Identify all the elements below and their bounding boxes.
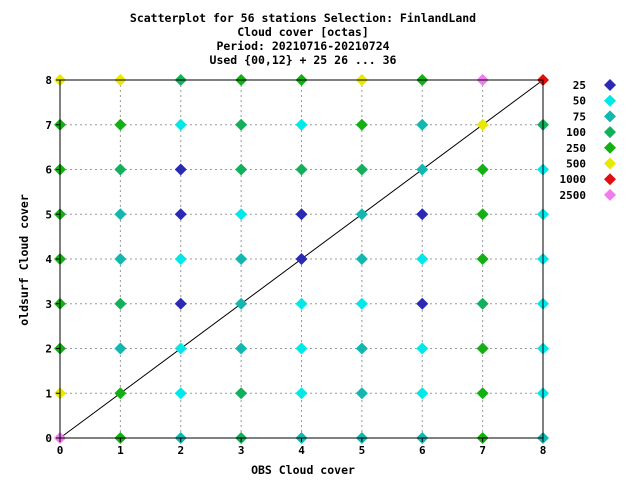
- data-point: [355, 118, 368, 131]
- y-axis-ticks: 0 1 2 3 4 5 6 7 8: [45, 74, 60, 445]
- y-tick-label: 1: [45, 387, 52, 400]
- legend-label: 2500: [560, 189, 587, 202]
- data-point: [355, 163, 368, 176]
- data-point: [174, 253, 187, 265]
- data-point: [476, 297, 489, 310]
- title-line-1: Scatterplot for 56 stations Selection: F…: [130, 11, 476, 25]
- data-point: [355, 208, 368, 221]
- title-line-2: Cloud cover [octas]: [237, 25, 369, 39]
- data-point: [476, 342, 489, 355]
- y-tick-label: 2: [45, 343, 52, 356]
- y-axis-label: oldsurf Cloud cover: [17, 194, 31, 326]
- data-point: [476, 118, 489, 131]
- data-point: [416, 208, 429, 221]
- data-point: [235, 118, 248, 131]
- data-point: [114, 163, 127, 176]
- x-tick-label: 2: [177, 444, 184, 457]
- data-point: [295, 208, 308, 221]
- data-point: [295, 163, 308, 176]
- legend-label: 75: [573, 110, 586, 123]
- legend-marker: [604, 94, 616, 107]
- x-tick-label: 7: [479, 444, 486, 457]
- x-axis-ticks: 0 1 2 3 4 5 6 7 8: [57, 438, 547, 457]
- data-point: [355, 387, 368, 400]
- y-tick-label: 0: [45, 432, 52, 445]
- x-tick-label: 0: [57, 444, 64, 457]
- y-tick-label: 7: [45, 119, 52, 132]
- data-point: [174, 208, 187, 221]
- data-point: [295, 342, 308, 355]
- data-point: [416, 253, 429, 265]
- data-point: [174, 163, 187, 176]
- data-point: [476, 208, 489, 221]
- x-tick-label: 1: [117, 444, 124, 457]
- data-point: [235, 297, 248, 310]
- x-axis-label: OBS Cloud cover: [251, 463, 355, 477]
- data-point: [114, 118, 127, 131]
- data-point: [114, 253, 127, 265]
- data-point: [295, 118, 308, 131]
- legend-marker: [604, 157, 616, 170]
- title-line-4: Used {00,12} + 25 26 ... 36: [210, 53, 397, 67]
- data-point: [355, 253, 368, 265]
- y-tick-label: 6: [45, 164, 52, 177]
- data-point: [476, 387, 489, 400]
- data-point: [235, 387, 248, 400]
- x-tick-label: 4: [298, 444, 305, 457]
- data-point: [174, 118, 187, 131]
- data-point: [476, 163, 489, 176]
- x-tick-label: 3: [238, 444, 245, 457]
- data-point: [295, 297, 308, 310]
- data-point: [114, 297, 127, 310]
- legend-marker: [604, 126, 616, 139]
- title-line-3: Period: 20210716-20210724: [216, 39, 389, 53]
- y-tick-label: 3: [45, 298, 52, 311]
- legend-label: 50: [573, 95, 586, 108]
- data-point: [235, 163, 248, 176]
- data-point: [476, 253, 489, 265]
- y-tick-label: 4: [45, 253, 52, 266]
- legend-marker: [604, 188, 616, 201]
- data-point: [416, 297, 429, 310]
- x-tick-label: 8: [540, 444, 547, 457]
- legend-marker: [604, 110, 616, 123]
- x-tick-label: 5: [359, 444, 366, 457]
- data-point: [235, 253, 248, 265]
- data-point: [174, 342, 187, 355]
- legend-label: 250: [566, 142, 586, 155]
- legend-marker: [604, 79, 616, 91]
- legend-label: 100: [566, 126, 586, 139]
- chart-title: Scatterplot for 56 stations Selection: F…: [130, 11, 476, 67]
- data-point: [295, 253, 308, 265]
- y-tick-label: 8: [45, 74, 52, 87]
- data-point: [114, 342, 127, 355]
- data-points: [54, 74, 549, 444]
- data-point: [235, 342, 248, 355]
- legend-label: 25: [573, 79, 586, 92]
- data-point: [416, 163, 429, 176]
- data-point: [355, 342, 368, 355]
- data-point: [235, 208, 248, 221]
- data-point: [174, 387, 187, 400]
- data-point: [416, 342, 429, 355]
- data-point: [295, 387, 308, 400]
- legend-label: 500: [566, 158, 586, 171]
- legend-marker: [604, 173, 616, 186]
- legend-label: 1000: [560, 173, 587, 186]
- legend: 25 50 75 100 250 500 1000 2500: [560, 79, 616, 202]
- data-point: [416, 118, 429, 131]
- data-point: [416, 387, 429, 400]
- data-point: [174, 297, 187, 310]
- legend-marker: [604, 141, 616, 154]
- x-tick-label: 6: [419, 444, 426, 457]
- data-point: [114, 208, 127, 221]
- y-tick-label: 5: [45, 208, 52, 221]
- data-point: [114, 387, 127, 400]
- data-point: [355, 297, 368, 310]
